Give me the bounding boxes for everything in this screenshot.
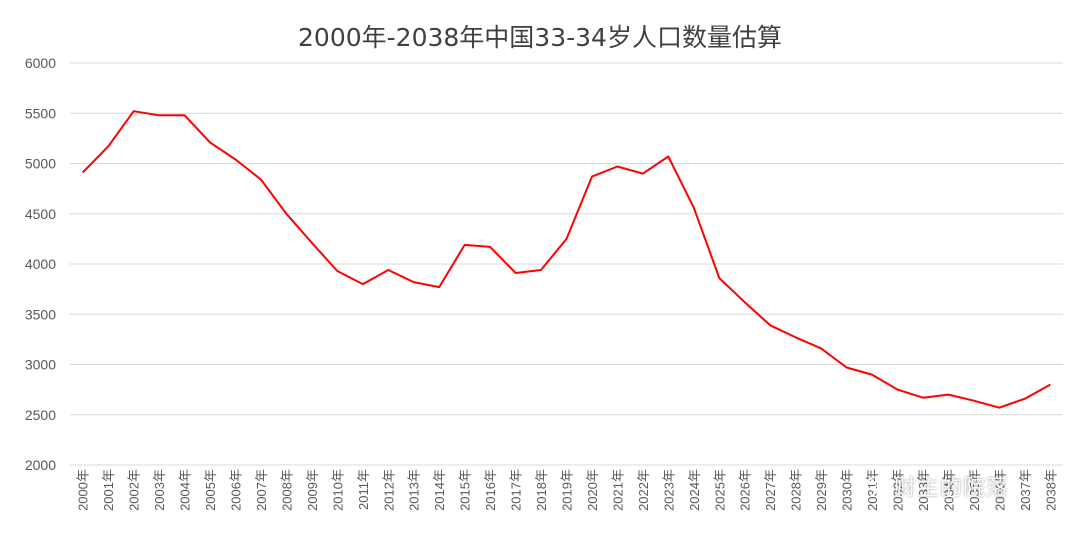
x-tick-label: 2032年 — [891, 469, 906, 511]
data-point — [539, 268, 544, 273]
y-tick-label: 3500 — [25, 306, 56, 322]
data-point — [640, 171, 645, 176]
y-tick-label: 2000 — [25, 457, 56, 473]
data-point — [208, 140, 213, 145]
x-tick-label: 2037年 — [1018, 469, 1033, 511]
data-point — [742, 300, 747, 305]
y-tick-label: 3000 — [25, 357, 56, 373]
data-point — [462, 242, 467, 247]
data-point — [870, 372, 875, 377]
data-point — [488, 244, 493, 249]
x-tick-label: 2035年 — [967, 469, 982, 511]
y-tick-label: 5500 — [25, 105, 56, 121]
watermark: 财主的院落 — [866, 470, 1009, 502]
x-tick-label: 2014年 — [432, 469, 447, 511]
x-tick-label: 2004年 — [178, 469, 193, 511]
x-tick-label: 2001年 — [101, 469, 116, 511]
data-point — [335, 269, 340, 274]
data-point — [997, 405, 1002, 410]
y-tick-label: 6000 — [25, 55, 56, 71]
data-point — [182, 113, 187, 118]
x-tick-label: 2008年 — [279, 469, 294, 511]
x-tick-label: 2026年 — [738, 469, 753, 511]
x-tick-label: 2019年 — [560, 469, 575, 511]
y-tick-label: 4000 — [25, 256, 56, 272]
data-point — [131, 109, 136, 114]
data-point — [309, 240, 314, 245]
x-tick-label: 2013年 — [407, 469, 422, 511]
x-tick-label: 2036年 — [992, 469, 1007, 511]
data-point — [360, 282, 365, 287]
data-point — [946, 392, 951, 397]
x-tick-label: 2015年 — [458, 469, 473, 511]
data-point — [258, 177, 263, 182]
y-tick-label: 5000 — [25, 156, 56, 172]
x-tick-label: 2034年 — [941, 469, 956, 511]
x-tick-label: 2038年 — [1043, 469, 1058, 511]
x-tick-label: 2012年 — [381, 469, 396, 511]
data-point — [157, 113, 162, 118]
data-point — [768, 323, 773, 328]
data-point — [386, 268, 391, 273]
data-point — [920, 395, 925, 400]
data-point — [513, 271, 518, 276]
data-point — [717, 276, 722, 281]
data-point — [844, 365, 849, 370]
y-axis-ticks: 2000 2500 3000 3500 4000 4500 5000 5500 6000 — [25, 55, 56, 473]
x-tick-label: 2003年 — [152, 469, 167, 511]
x-tick-label: 2029年 — [814, 469, 829, 511]
x-tick-label: 2017年 — [509, 469, 524, 511]
x-tick-label: 2033年 — [916, 469, 931, 511]
watermark-text: 财主的院落 — [894, 476, 1010, 501]
data-point — [666, 154, 671, 159]
x-tick-label: 2000年 — [76, 469, 91, 511]
data-point — [971, 398, 976, 403]
chart-title: 2000年-2038年中国33-34岁人口数量估算 — [298, 23, 782, 52]
x-tick-label: 2002年 — [127, 469, 142, 511]
x-tick-label: 2005年 — [203, 469, 218, 511]
data-point — [819, 346, 824, 351]
data-point — [691, 205, 696, 210]
x-tick-label: 2009年 — [305, 469, 320, 511]
x-tick-label: 2006年 — [229, 469, 244, 511]
x-tick-label: 2020年 — [585, 469, 600, 511]
data-point — [284, 211, 289, 216]
x-tick-label: 2021年 — [610, 469, 625, 511]
x-axis-ticks: 2000年 2001年 2002年 2003年 2004年 2005年 2006年 2007年… — [76, 469, 1059, 511]
data-point — [615, 164, 620, 169]
wechat-icon — [866, 476, 890, 496]
x-tick-label: 2007年 — [254, 469, 269, 511]
x-tick-label: 2018年 — [534, 469, 549, 511]
x-tick-label: 2016年 — [483, 469, 498, 511]
data-point — [233, 157, 238, 162]
data-point — [564, 236, 569, 241]
gridlines — [70, 62, 1063, 466]
x-tick-label: 2023年 — [661, 469, 676, 511]
x-tick-label: 2027年 — [763, 469, 778, 511]
data-point — [106, 144, 111, 149]
series-layer — [80, 109, 1053, 410]
x-tick-label: 2011年 — [356, 469, 371, 510]
series-line — [81, 110, 1051, 409]
data-point — [589, 174, 594, 179]
x-tick-label: 2025年 — [712, 469, 727, 511]
data-point — [80, 170, 85, 175]
data-point — [895, 387, 900, 392]
y-tick-label: 4500 — [25, 206, 56, 222]
x-tick-label: 2024年 — [687, 469, 702, 511]
y-tick-label: 2500 — [25, 407, 56, 423]
data-point — [1048, 382, 1053, 387]
data-point — [1022, 396, 1027, 401]
x-tick-label: 2030年 — [840, 469, 855, 511]
data-point — [411, 280, 416, 285]
x-tick-label: 2028年 — [789, 469, 804, 511]
data-point — [437, 285, 442, 290]
data-point — [793, 335, 798, 340]
x-tick-label: 2022年 — [636, 469, 651, 511]
x-tick-label: 2010年 — [330, 469, 345, 511]
